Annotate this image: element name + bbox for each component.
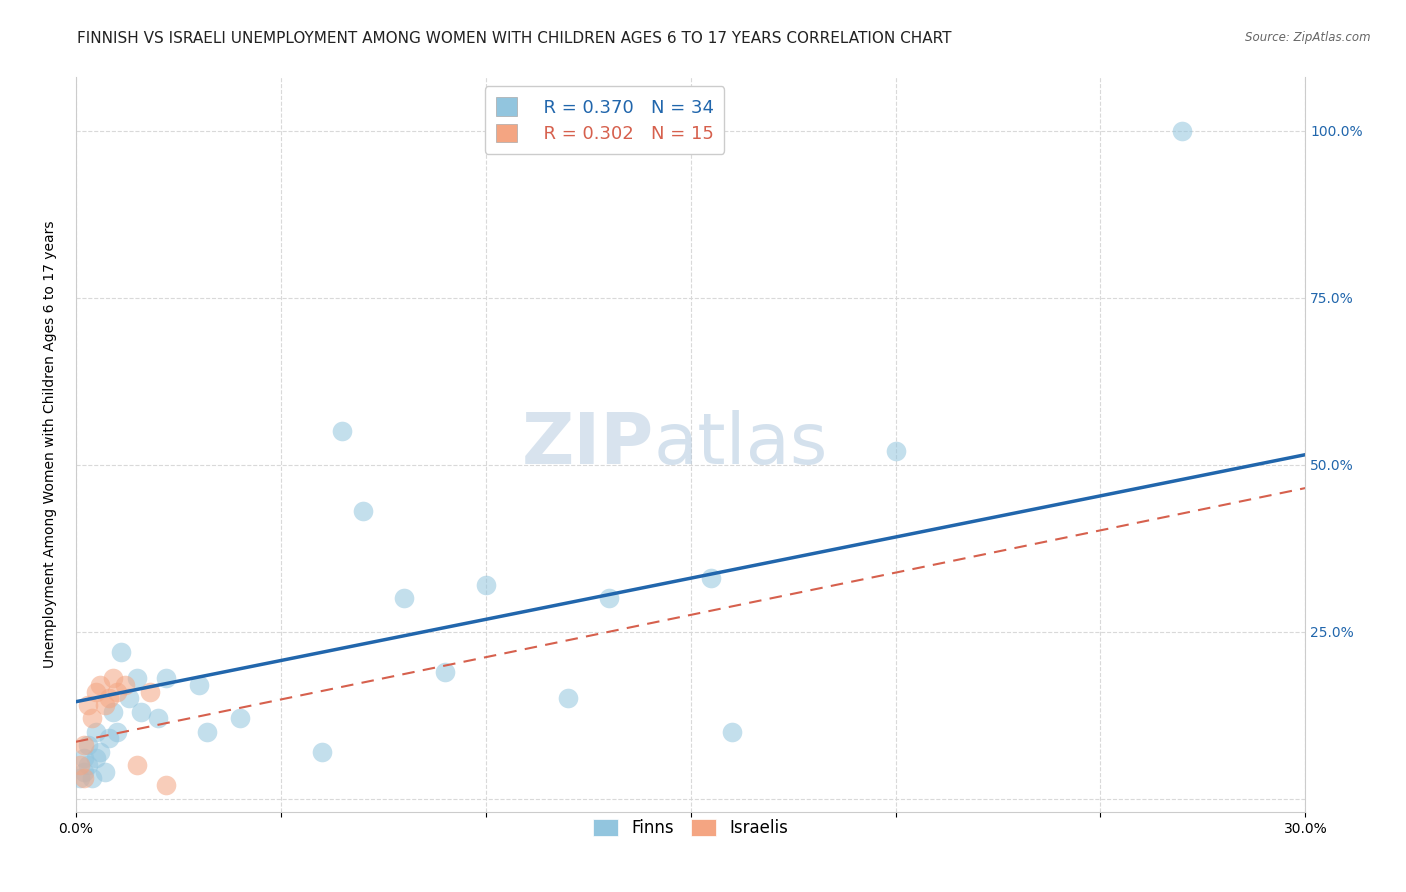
Point	[73, 751, 96, 765]
Point	[89, 678, 111, 692]
Point	[720, 724, 742, 739]
Point	[352, 504, 374, 518]
Point	[195, 724, 218, 739]
Point	[73, 772, 96, 786]
Point	[97, 731, 120, 746]
Point	[105, 684, 128, 698]
Text: atlas: atlas	[654, 410, 828, 479]
Point	[97, 691, 120, 706]
Point	[73, 764, 96, 779]
Point	[1171, 124, 1194, 138]
Point	[155, 778, 177, 792]
Point	[86, 684, 108, 698]
Point	[82, 772, 104, 786]
Point	[69, 772, 91, 786]
Point	[127, 758, 149, 772]
Point	[105, 724, 128, 739]
Point	[155, 671, 177, 685]
Point	[77, 698, 100, 712]
Point	[86, 724, 108, 739]
Point	[77, 738, 100, 752]
Point	[89, 745, 111, 759]
Point	[138, 684, 160, 698]
Point	[114, 678, 136, 692]
Point	[187, 678, 209, 692]
Point	[131, 705, 153, 719]
Point	[229, 711, 252, 725]
Point	[93, 764, 115, 779]
Point	[73, 738, 96, 752]
Text: ZIP: ZIP	[522, 410, 654, 479]
Point	[93, 698, 115, 712]
Point	[311, 745, 333, 759]
Point	[77, 758, 100, 772]
Legend: Finns, Israelis: Finns, Israelis	[586, 813, 794, 844]
Text: FINNISH VS ISRAELI UNEMPLOYMENT AMONG WOMEN WITH CHILDREN AGES 6 TO 17 YEARS COR: FINNISH VS ISRAELI UNEMPLOYMENT AMONG WO…	[77, 31, 952, 46]
Point	[330, 425, 353, 439]
Point	[110, 645, 132, 659]
Point	[101, 705, 124, 719]
Point	[86, 751, 108, 765]
Point	[101, 671, 124, 685]
Point	[82, 711, 104, 725]
Text: Source: ZipAtlas.com: Source: ZipAtlas.com	[1246, 31, 1371, 45]
Y-axis label: Unemployment Among Women with Children Ages 6 to 17 years: Unemployment Among Women with Children A…	[44, 221, 58, 668]
Point	[557, 691, 579, 706]
Point	[598, 591, 620, 606]
Point	[433, 665, 456, 679]
Point	[146, 711, 169, 725]
Point	[127, 671, 149, 685]
Point	[884, 444, 907, 458]
Point	[118, 691, 141, 706]
Point	[69, 758, 91, 772]
Point	[474, 578, 496, 592]
Point	[392, 591, 415, 606]
Point	[700, 571, 723, 585]
